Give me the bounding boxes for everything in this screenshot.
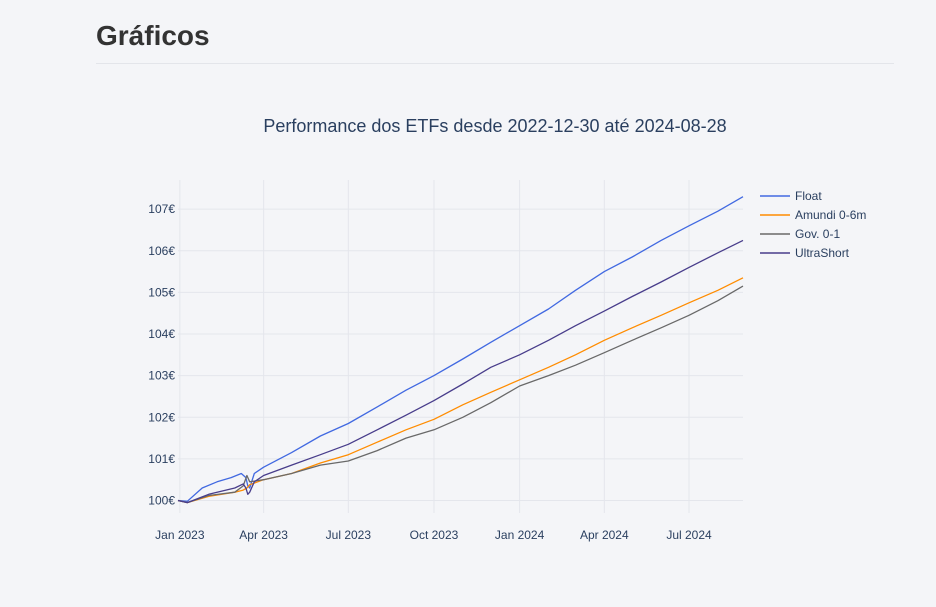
legend-label: Amundi 0-6m [795,208,866,222]
x-axis: Jan 2023 Apr 2023 Jul 2023 Oct 2023 Jan 2024… [155,528,712,542]
legend-label: Gov. 0-1 [795,227,840,241]
chart-title: Performance dos ETFs desde 2022-12-30 at… [263,116,726,136]
x-tick-label: Apr 2023 [239,528,288,542]
chart-legend[interactable]: Float Amundi 0-6m Gov. 0-1 UltraShort [760,189,866,260]
y-tick-label: 100€ [148,494,175,508]
etf-performance-chart[interactable]: Performance dos ETFs desde 2022-12-30 at… [0,90,936,607]
title-divider [96,63,894,64]
legend-item[interactable]: Float [760,189,822,203]
x-tick-label: Apr 2024 [580,528,629,542]
chart-grid [178,180,743,513]
y-tick-label: 107€ [148,202,175,216]
legend-label: UltraShort [795,246,850,260]
series-layer [177,196,744,504]
y-tick-label: 103€ [148,369,175,383]
x-tick-label: Oct 2023 [410,528,459,542]
series-line [177,239,744,504]
y-tick-label: 102€ [148,410,175,424]
series-line [177,196,744,502]
y-tick-label: 105€ [148,285,175,299]
legend-item[interactable]: UltraShort [760,246,850,260]
legend-item[interactable]: Gov. 0-1 [760,227,840,241]
y-tick-label: 101€ [148,452,175,466]
series-line [177,277,744,504]
x-tick-label: Jan 2023 [155,528,205,542]
page-title: Gráficos [96,20,210,51]
x-tick-label: Jan 2024 [495,528,545,542]
y-tick-label: 104€ [148,327,175,341]
x-tick-label: Jul 2023 [326,528,372,542]
series-line [177,285,744,504]
y-axis: 100€ 101€ 102€ 103€ 104€ 105€ 106€ 107€ [148,202,175,507]
x-tick-label: Jul 2024 [666,528,712,542]
legend-item[interactable]: Amundi 0-6m [760,208,866,222]
y-tick-label: 106€ [148,244,175,258]
legend-label: Float [795,189,822,203]
